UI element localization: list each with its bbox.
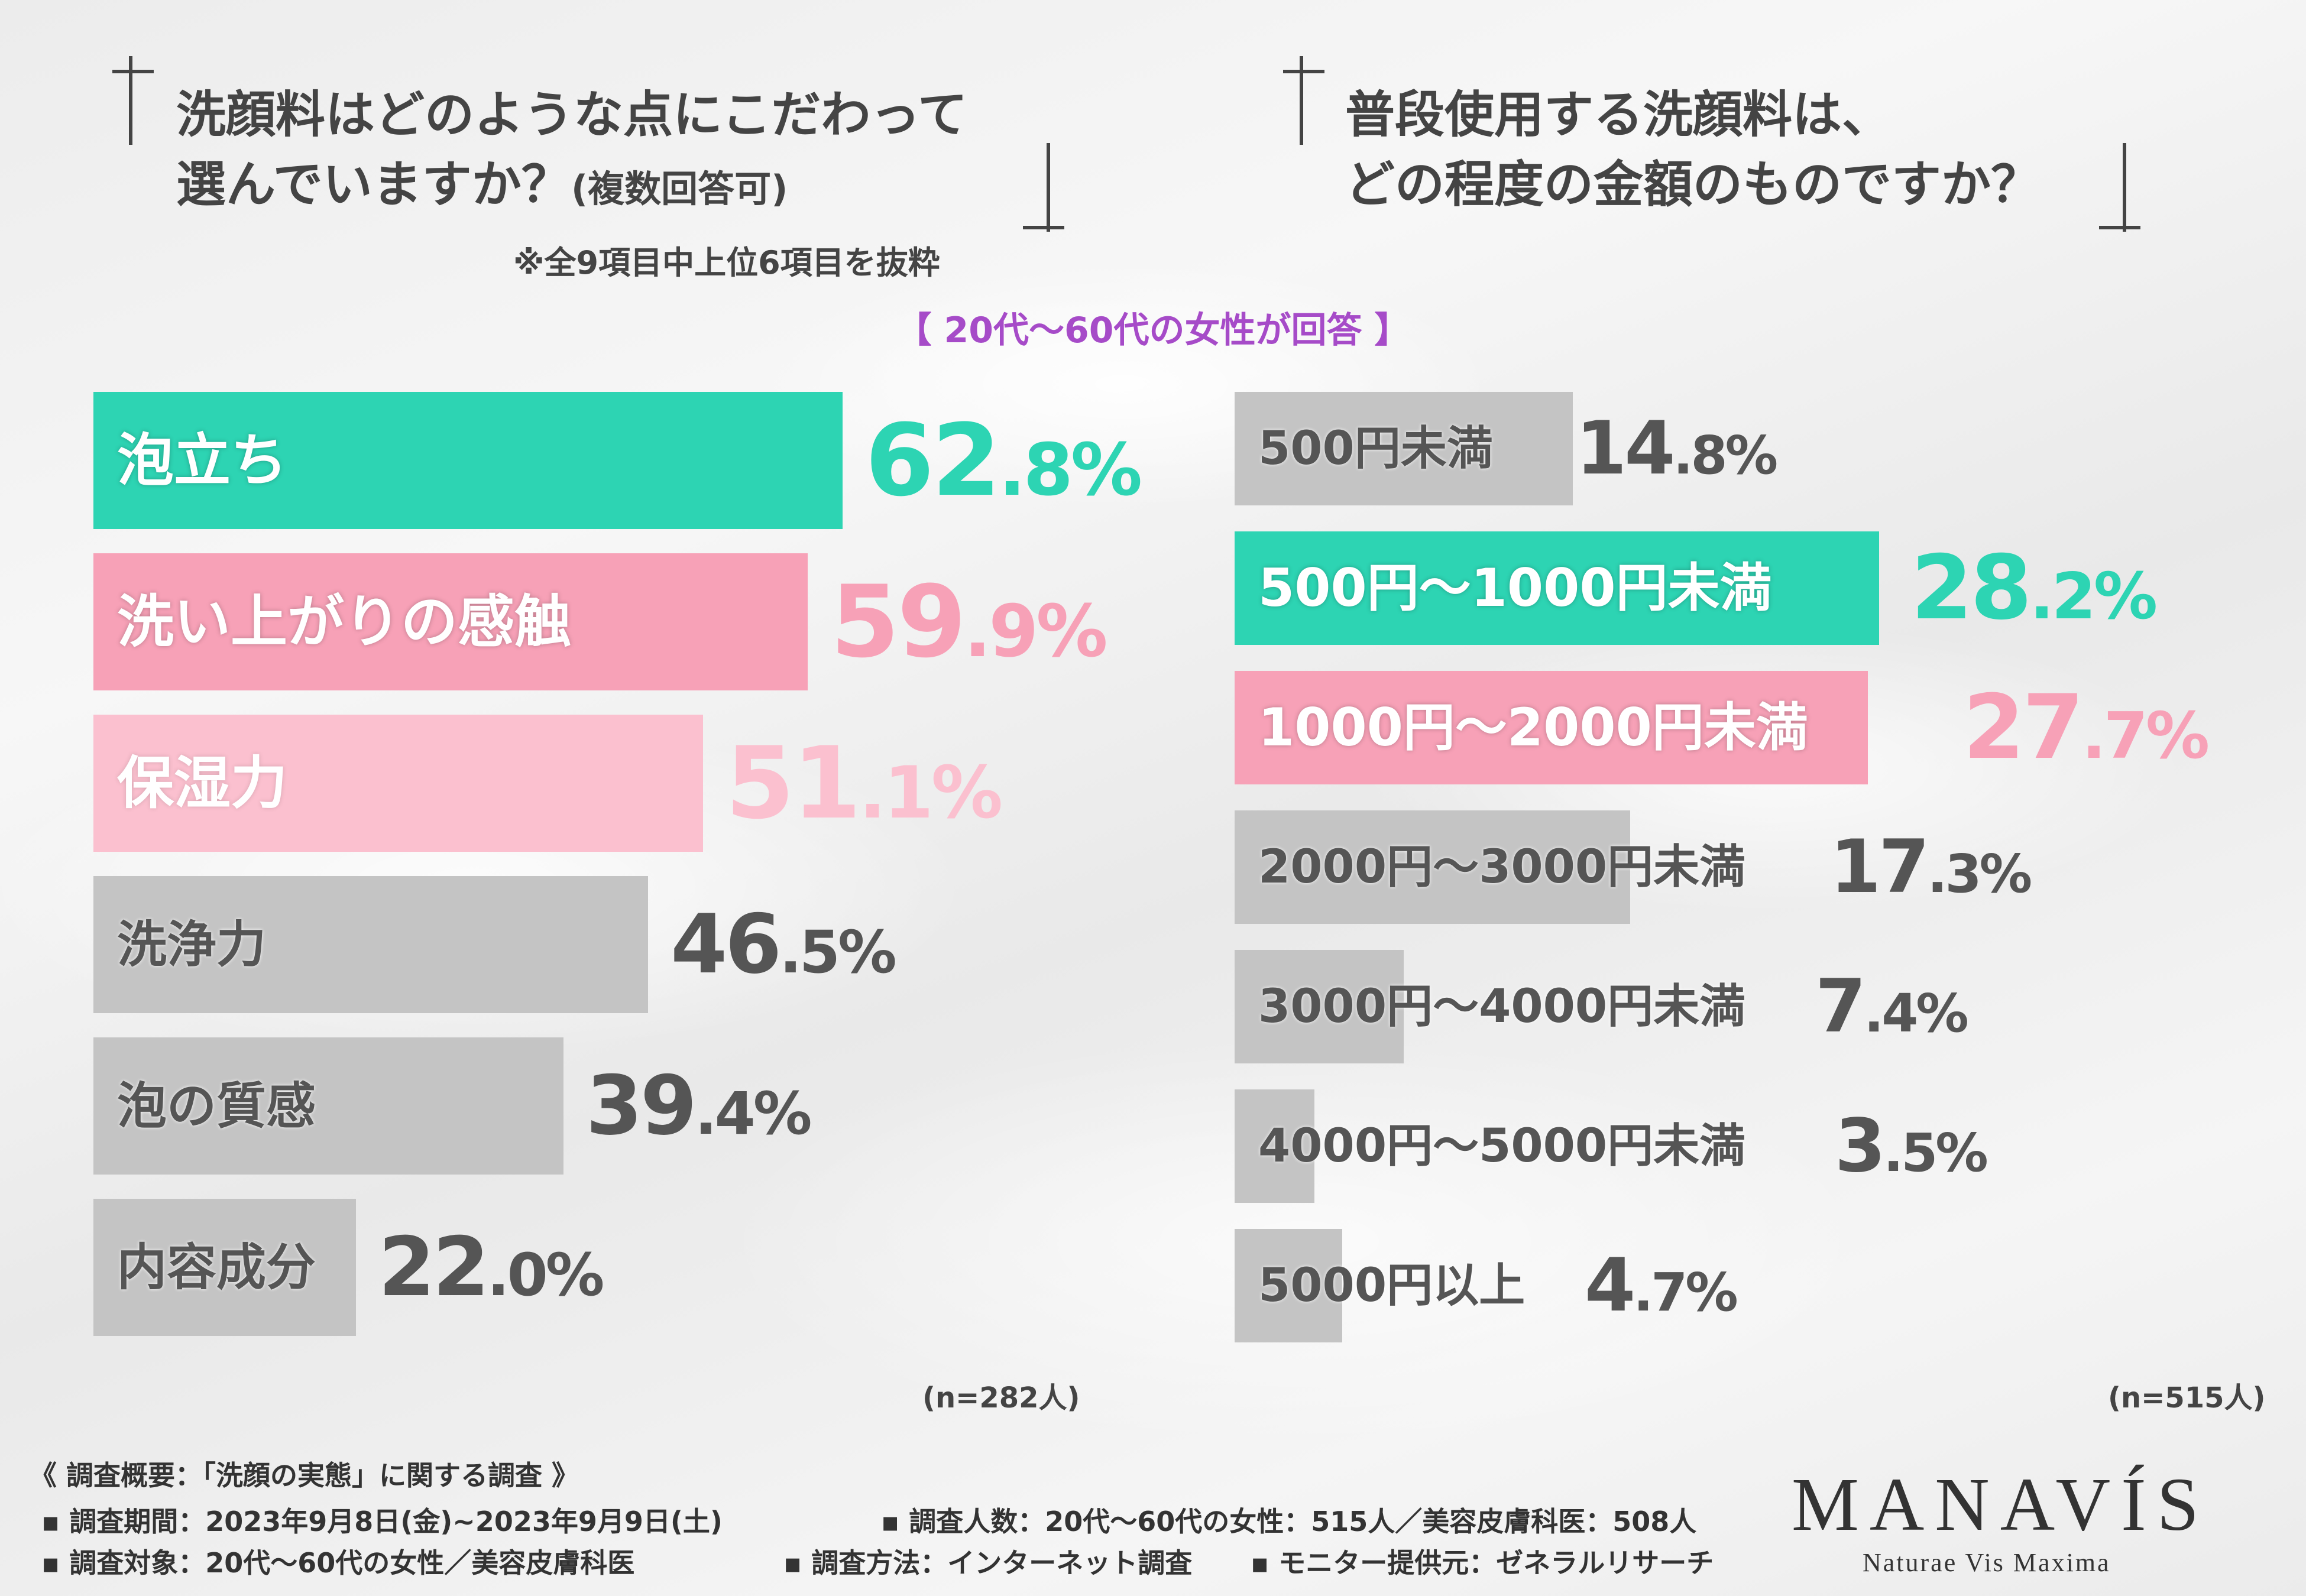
bracket-line [112,70,154,73]
bar-category-label: 5000円以上 [1258,1259,1526,1312]
right-question-line1: 普段使用する洗顔料は、 [1345,86,1892,144]
bar-value-label: 14.8% [1576,406,1778,491]
footer-survey-period: ▪ 調査期間：2023年9月8日(金)~2023年9月9日(土) [41,1506,723,1537]
bar [93,553,808,690]
bar-category-label: 3000円〜4000円未満 [1258,980,1746,1033]
bar [93,1199,356,1336]
bar-category-label: 500円〜1000円未満 [1258,557,1772,618]
bar-category-label: 保湿力 [117,750,287,816]
bar-value-label: 27.7% [1963,676,2210,779]
bar-value-label: 62.8% [865,403,1142,518]
bar-value-label: 3.5% [1835,1104,1988,1189]
bracket-line [2123,143,2126,232]
bar-value-label: 46.5% [671,897,896,992]
bar [93,392,843,529]
bracket-line [129,56,132,145]
bar [1235,671,1868,784]
left-question-line1: 洗顔料はどのような点にこだわって [176,86,968,144]
bar-value-label: 4.7% [1585,1243,1738,1328]
bar [1235,810,1630,924]
bar-category-label: 4000円〜5000円未満 [1258,1120,1746,1173]
bar [93,1037,563,1175]
respondents-label: 【 20代〜60代の女性が回答 】 [896,310,1410,351]
bar [1235,392,1573,505]
bar [1235,531,1879,645]
footer-survey-title: 《 調査概要：「洗顔の実態」に関する調査 》 [30,1459,579,1491]
left-sample-size: (n=282人) [922,1381,1080,1415]
bar-value-label: 59.9% [830,564,1107,680]
bar-category-label: 泡立ち [117,427,287,494]
right-question-title: 普段使用する洗顔料は、 どの程度の金額のものですか？ [1345,80,2041,219]
bar-value-label: 51.1% [725,725,1003,841]
brand-logo: MANAVÍS [1792,1462,2210,1546]
left-question-line2: 選んでいますか？ [176,155,571,213]
bar-value-label: 28.2% [1911,537,2158,640]
bar [1235,1229,1342,1342]
footer-survey-target: ▪ 調査対象：20代〜60代の女性／美容皮膚科医 [41,1547,635,1579]
bar-category-label: 1000円〜2000円未満 [1258,697,1808,758]
bar [1235,950,1404,1063]
bar-category-label: 内容成分 [117,1238,316,1296]
bracket-line [1300,56,1303,145]
bar-category-label: 泡の質感 [117,1077,316,1135]
bar-category-label: 2000円〜3000円未満 [1258,841,1746,894]
right-sample-size: (n=515人) [2108,1381,2266,1415]
bracket-line [2099,226,2140,229]
left-question-multiple-answer: (複数回答可) [571,167,788,210]
bar-category-label: 洗浄力 [117,916,267,974]
bar [93,876,649,1013]
bar-value-label: 7.4% [1815,964,1969,1049]
bar-category-label: 洗い上がりの感触 [117,589,571,655]
footer-survey-method: ▪ 調査方法：インターネット調査 [783,1547,1193,1579]
bar-value-label: 22.0% [378,1219,604,1315]
bar [93,715,703,852]
bracket-line [1023,226,1064,229]
bracket-line [1047,143,1050,232]
bar-value-label: 17.3% [1830,825,2032,910]
left-question-note: ※全9項目中上位6項目を抜粋 [513,244,940,281]
brand-tagline: Naturae Vis Maxima [1863,1548,2111,1577]
bar-value-label: 39.4% [585,1058,812,1153]
bar [1235,1089,1315,1203]
bar-category-label: 500円未満 [1258,422,1493,475]
right-question-line2: どの程度の金額のものですか？ [1345,155,2041,213]
footer-survey-count: ▪ 調査人数：20代〜60代の女性：515人／美容皮膚科医：508人 [881,1506,1697,1537]
bracket-line [1283,70,1324,73]
footer-monitor-provider: ▪ モニター提供元：ゼネラルリサーチ [1251,1547,1714,1579]
left-question-title: 洗顔料はどのような点にこだわって 選んでいますか？(複数回答可) [176,80,967,224]
